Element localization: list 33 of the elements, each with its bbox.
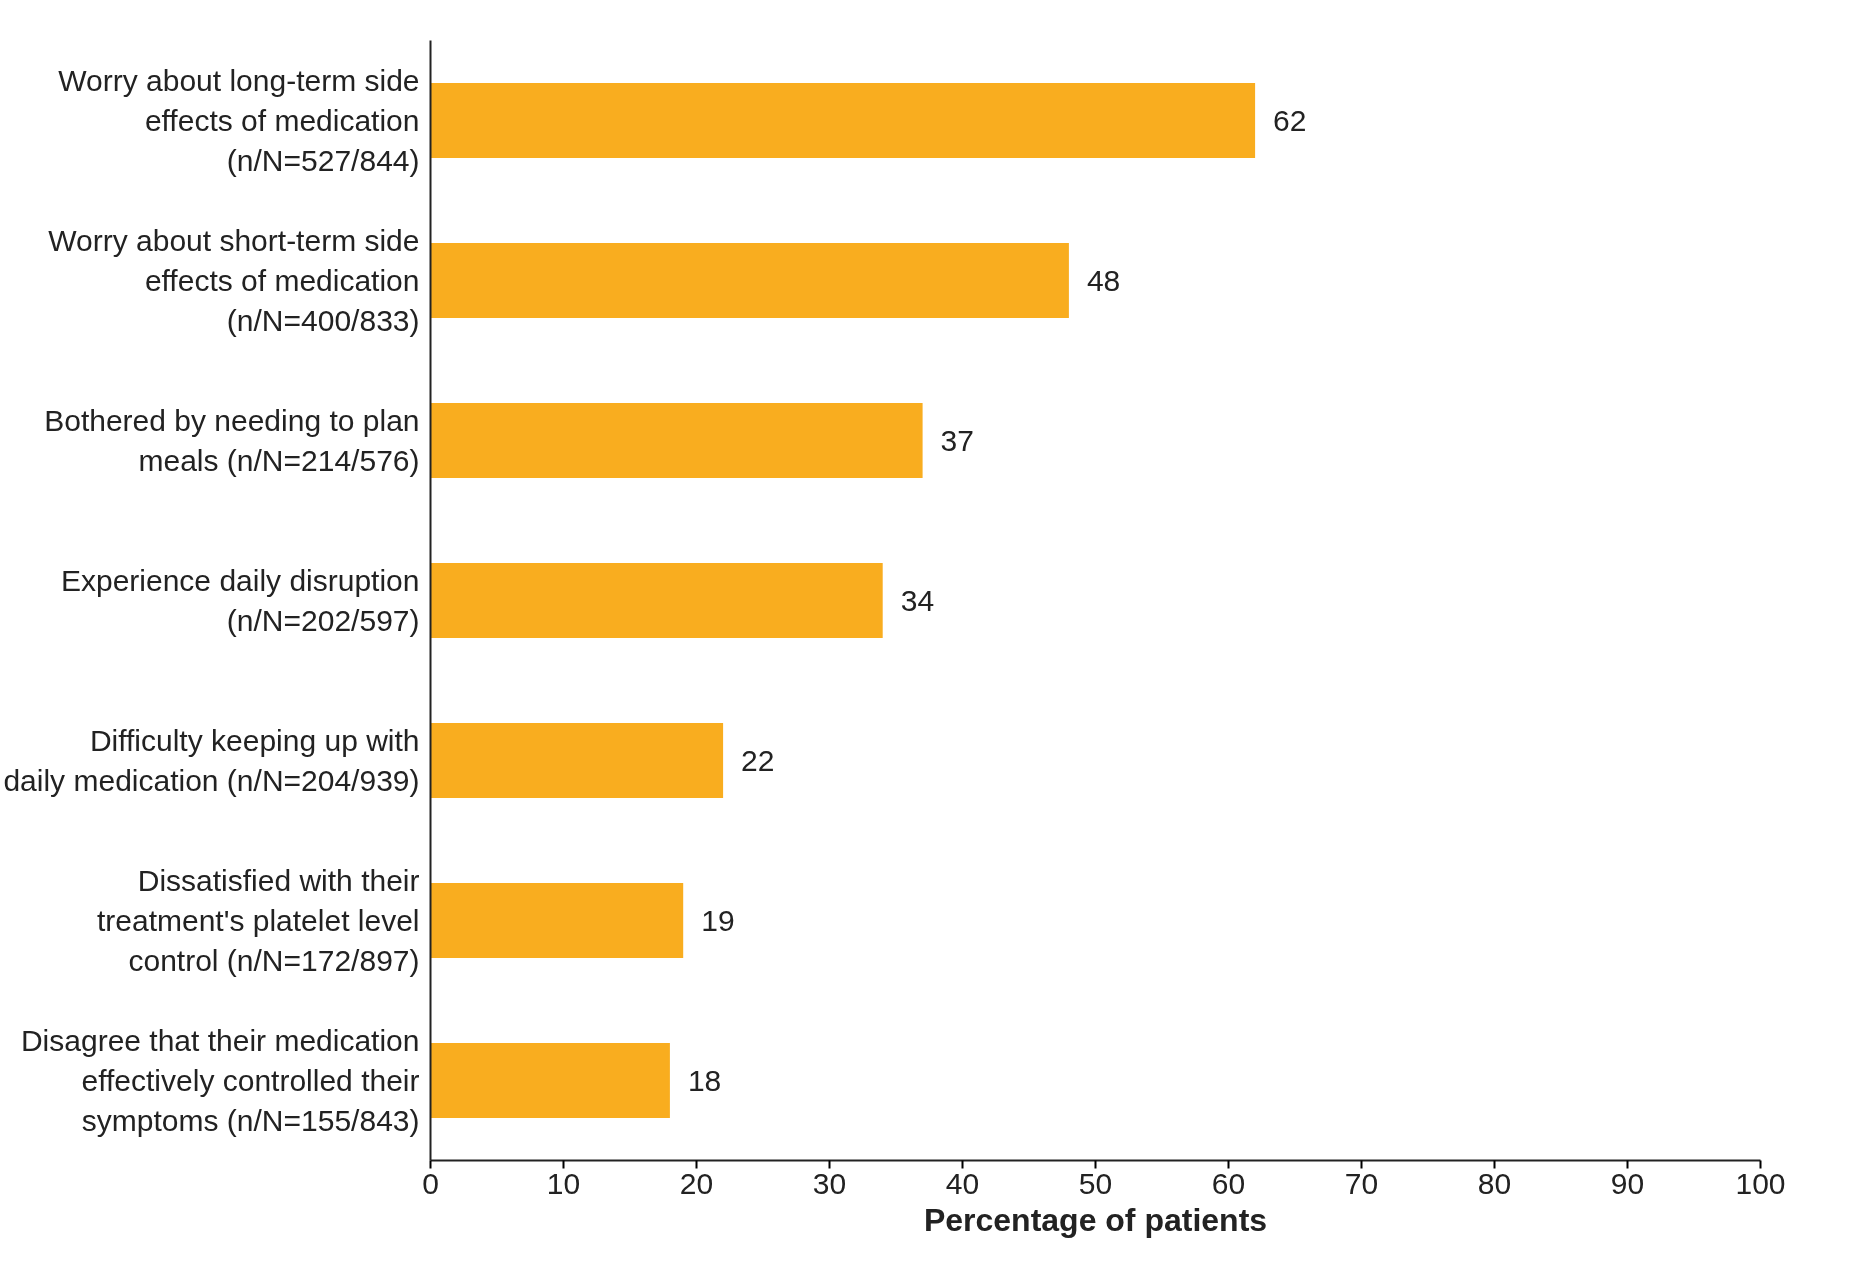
y-tick-label: Disagree that their medication effectively controlled their symptoms (n/N=155/843) [20,1024,420,1137]
x-tick-label: 0 [422,1166,439,1200]
y-tick-label: Bothered by needing to plan meals (n/N=214/576) [44,404,420,477]
y-tick-label: Dissatisfied with their treatment's platelet level control (n/N=172/897) [96,864,420,977]
data-label: 37 [940,423,974,457]
x-tick-label: 100 [1735,1166,1786,1200]
x-tick-label: 80 [1477,1166,1512,1200]
x-tick-label: 30 [812,1166,847,1200]
bar [430,242,1069,319]
data-label: 18 [687,1063,722,1097]
y-tick-label: Worry about short-term side effects of medication (n/N=400/833) [48,224,420,337]
x-tick-label: 50 [1078,1166,1113,1200]
bar [430,402,923,479]
x-axis-title: Percentage of patients [923,1201,1268,1238]
x-tick-label: 40 [945,1166,980,1200]
data-label: 48 [1086,263,1121,297]
x-tick-label: 70 [1344,1166,1379,1200]
x-tick-label: 90 [1610,1166,1645,1200]
bar [430,882,684,959]
y-tick-label: Experience daily disruption (n/N=202/597) [60,564,420,637]
bar [430,1042,670,1119]
data-label: 34 [900,583,935,617]
y-tick-label: Worry about long-term side effects of medication (n/N=527/844) [58,64,420,177]
bar [430,722,724,799]
data-label: 62 [1273,103,1307,137]
data-label: 22 [741,743,775,777]
data-label: 19 [701,903,735,937]
x-tick-label: 20 [679,1166,714,1200]
x-tick-label: 60 [1211,1166,1246,1200]
x-tick-label: 10 [546,1166,581,1200]
y-tick-label: Difficulty keeping up with daily medication (n/N=204/939) [3,724,420,797]
bar [430,82,1256,159]
bar [430,562,883,639]
